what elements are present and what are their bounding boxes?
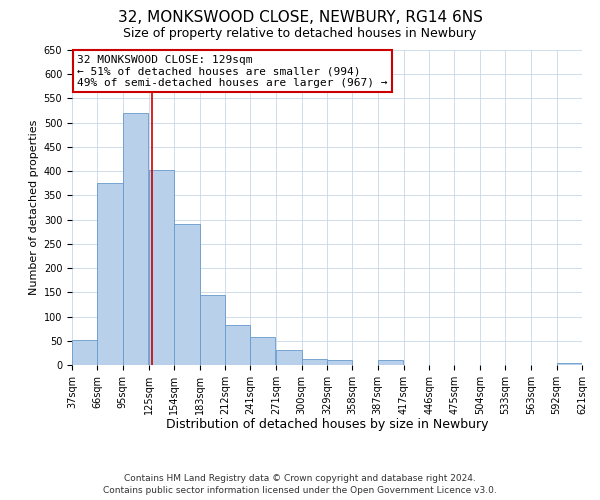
Bar	[122, 114, 148, 365]
Bar	[277, 350, 302, 365]
Text: Size of property relative to detached houses in Newbury: Size of property relative to detached ho…	[124, 28, 476, 40]
Bar	[302, 358, 327, 365]
Bar	[174, 224, 199, 365]
Bar	[97, 184, 122, 365]
Bar	[225, 326, 250, 365]
X-axis label: Distribution of detached houses by size in Newbury: Distribution of detached houses by size …	[166, 418, 488, 432]
Bar	[327, 360, 352, 365]
Bar	[250, 338, 275, 365]
Bar	[557, 362, 582, 365]
Bar	[377, 360, 403, 365]
Bar	[72, 340, 97, 365]
Y-axis label: Number of detached properties: Number of detached properties	[29, 120, 40, 295]
Text: 32 MONKSWOOD CLOSE: 129sqm
← 51% of detached houses are smaller (994)
49% of sem: 32 MONKSWOOD CLOSE: 129sqm ← 51% of deta…	[77, 54, 388, 88]
Bar	[149, 170, 174, 365]
Text: 32, MONKSWOOD CLOSE, NEWBURY, RG14 6NS: 32, MONKSWOOD CLOSE, NEWBURY, RG14 6NS	[118, 10, 482, 25]
Bar	[199, 294, 225, 365]
Text: Contains HM Land Registry data © Crown copyright and database right 2024.
Contai: Contains HM Land Registry data © Crown c…	[103, 474, 497, 495]
